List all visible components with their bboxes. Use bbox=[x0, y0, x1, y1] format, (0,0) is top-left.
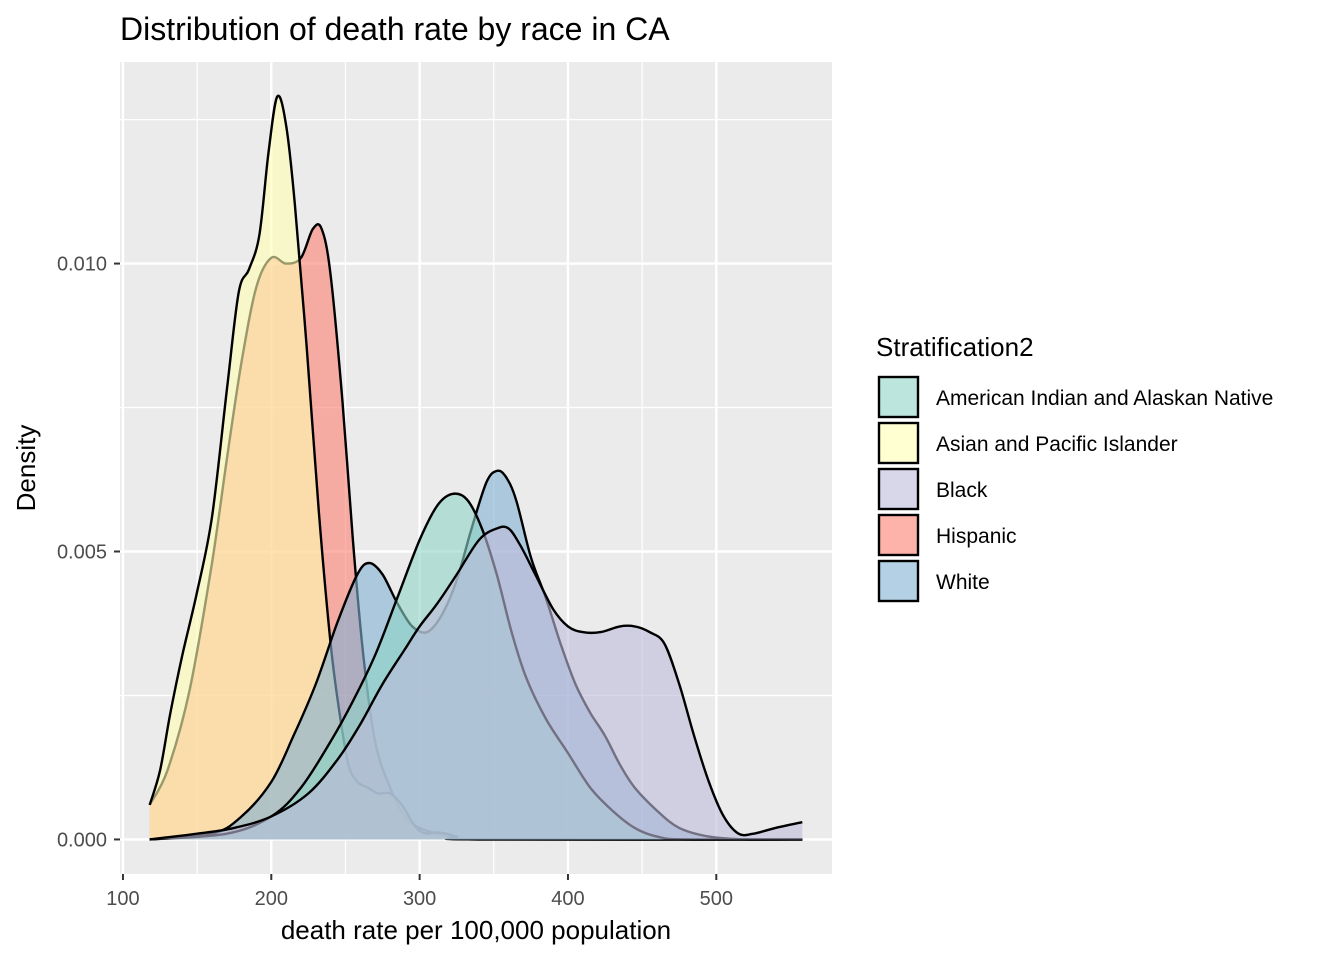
density-curve-black bbox=[149, 525, 803, 841]
y-axis: 0.000 0.005 0.010 bbox=[57, 254, 120, 851]
x-tick-label: 100 bbox=[106, 888, 139, 910]
x-tick-label: 300 bbox=[403, 888, 436, 910]
y-tick-label: 0.005 bbox=[57, 542, 107, 564]
density-area-asian-and-pacific-islander bbox=[149, 95, 803, 840]
chart-title: Distribution of death rate by race in CA bbox=[120, 11, 670, 47]
y-axis-title: Density bbox=[11, 425, 41, 512]
legend-label-hispanic: Hispanic bbox=[936, 525, 1017, 548]
x-tick-label: 400 bbox=[551, 888, 584, 910]
y-tick-label: 0.000 bbox=[57, 829, 107, 851]
y-tick-label: 0.010 bbox=[57, 254, 107, 276]
legend-swatch-american-indian-and-alaskan-native bbox=[877, 375, 920, 419]
legend-swatch-white bbox=[877, 559, 920, 603]
legend-swatch-black bbox=[877, 467, 920, 511]
x-tick-label: 200 bbox=[255, 888, 288, 910]
legend: Stratification2 American Indian and Alas… bbox=[876, 332, 1273, 603]
legend-label-white: White bbox=[936, 571, 990, 594]
x-axis: 100 200 300 400 500 bbox=[106, 874, 733, 910]
legend-title: Stratification2 bbox=[876, 332, 1034, 362]
legend-label-black: Black bbox=[936, 479, 988, 502]
x-tick-label: 500 bbox=[700, 888, 733, 910]
legend-label-american-indian-and-alaskan-native: American Indian and Alaskan Native bbox=[936, 387, 1273, 410]
density-area-black bbox=[149, 526, 803, 840]
legend-swatch-hispanic bbox=[877, 513, 920, 557]
x-axis-title: death rate per 100,000 population bbox=[281, 915, 671, 945]
legend-swatch-asian-and-pacific-islander bbox=[877, 421, 920, 465]
legend-label-asian-and-pacific-islander: Asian and Pacific Islander bbox=[936, 433, 1178, 456]
density-areas bbox=[148, 94, 803, 841]
